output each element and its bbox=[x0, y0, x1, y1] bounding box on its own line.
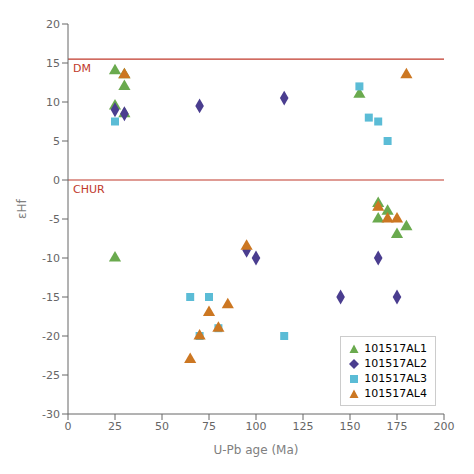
svg-text:25: 25 bbox=[108, 420, 122, 433]
svg-text:15: 15 bbox=[46, 57, 60, 70]
svg-text:200: 200 bbox=[434, 420, 455, 433]
svg-text:DM: DM bbox=[73, 62, 91, 75]
svg-text:50: 50 bbox=[155, 420, 169, 433]
svg-text:-20: -20 bbox=[42, 330, 60, 343]
svg-text:20: 20 bbox=[46, 18, 60, 31]
svg-text:0: 0 bbox=[65, 420, 72, 433]
svg-text:-25: -25 bbox=[42, 369, 60, 382]
svg-text:0: 0 bbox=[53, 174, 60, 187]
svg-text:-10: -10 bbox=[42, 252, 60, 265]
svg-text:CHUR: CHUR bbox=[73, 183, 105, 196]
html-text:101517AL1: 101517AL1 bbox=[364, 342, 427, 355]
svg-text:-5: -5 bbox=[49, 213, 60, 226]
html-text:101517AL4: 101517AL4 bbox=[364, 387, 427, 400]
svg-text:150: 150 bbox=[340, 420, 361, 433]
html-text:101517AL3: 101517AL3 bbox=[364, 372, 427, 385]
svg-text:10: 10 bbox=[46, 96, 60, 109]
svg-text:100: 100 bbox=[246, 420, 267, 433]
svg-text:-15: -15 bbox=[42, 291, 60, 304]
svg-text:εHf: εHf bbox=[15, 198, 29, 219]
svg-text:5: 5 bbox=[53, 135, 60, 148]
svg-text:175: 175 bbox=[387, 420, 408, 433]
svg-text:125: 125 bbox=[293, 420, 314, 433]
svg-text:75: 75 bbox=[202, 420, 216, 433]
svg-text:U-Pb age (Ma): U-Pb age (Ma) bbox=[213, 443, 298, 457]
html-text:101517AL2: 101517AL2 bbox=[364, 357, 427, 370]
svg-text:-30: -30 bbox=[42, 408, 60, 421]
